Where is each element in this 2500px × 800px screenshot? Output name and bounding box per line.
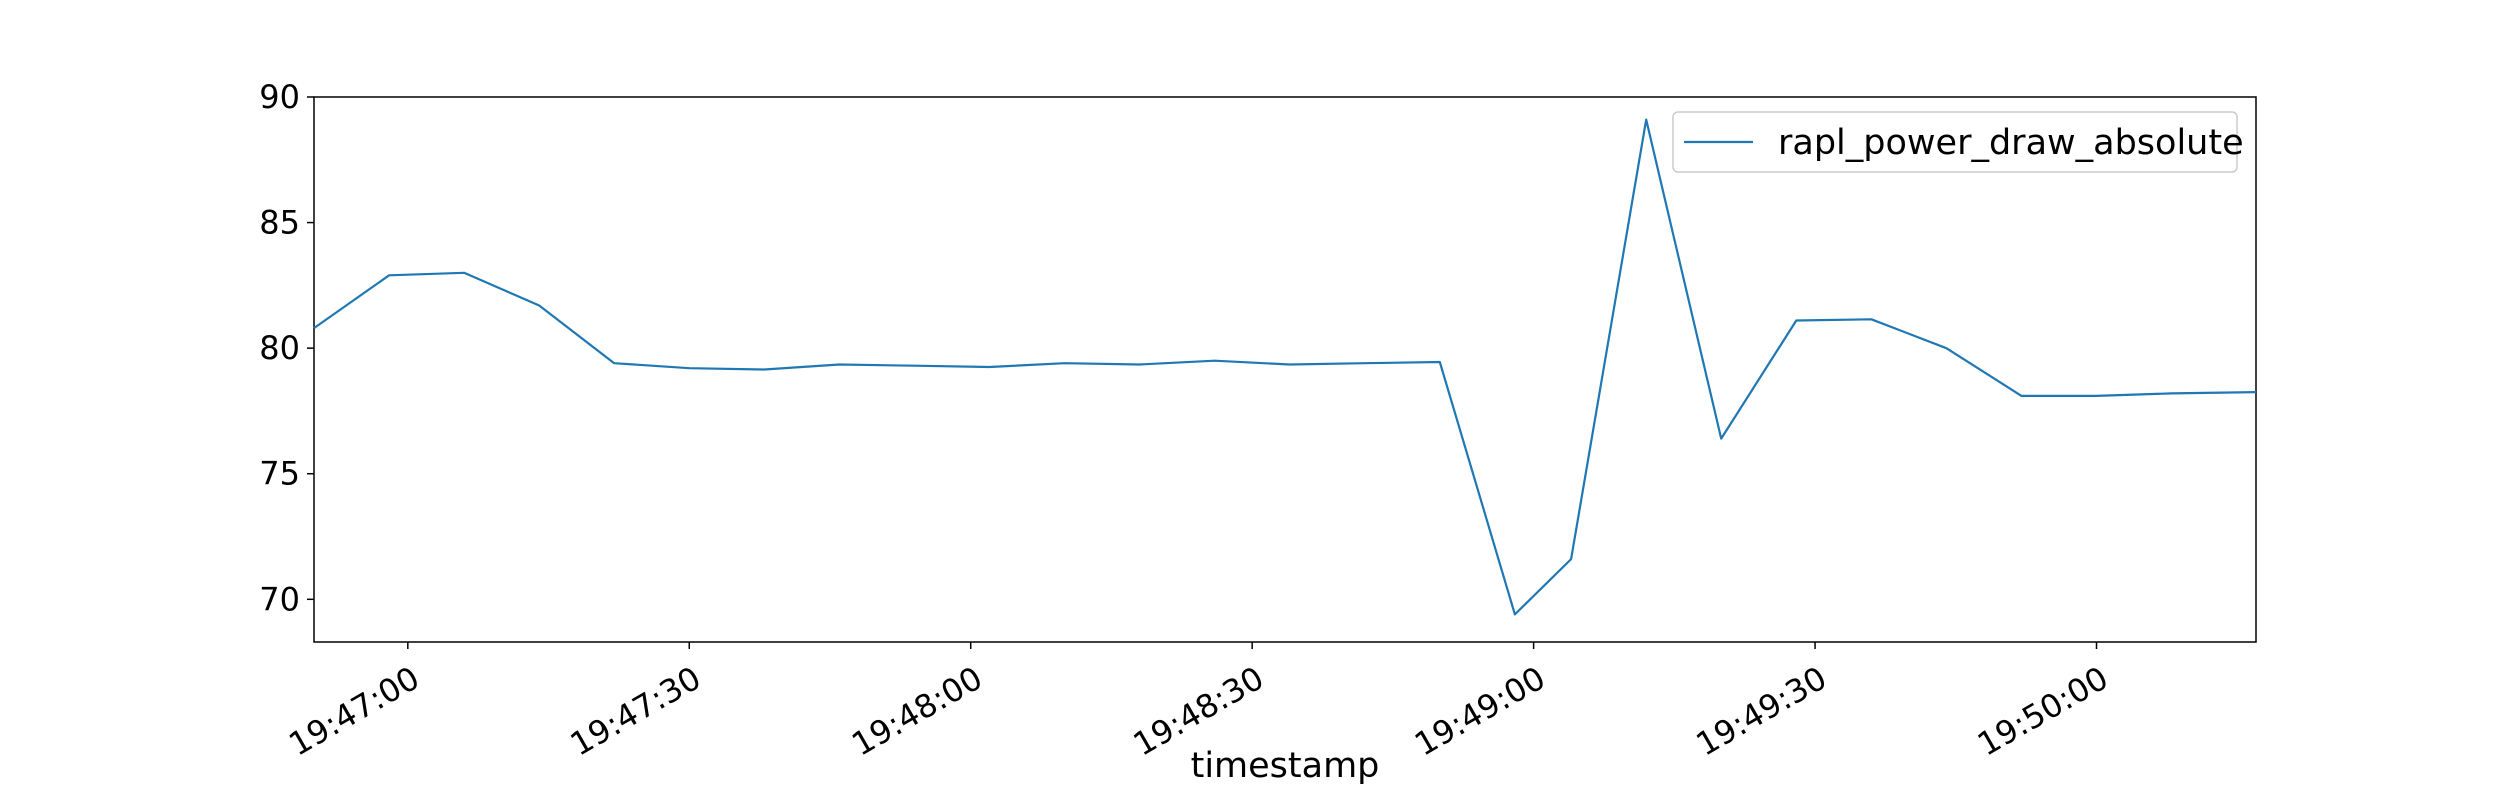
y-tick-label: 75: [259, 455, 300, 493]
y-tick-label: 70: [259, 580, 300, 618]
x-tick-label: 19:50:00: [1971, 659, 2114, 764]
legend: rapl_power_draw_absolute: [1672, 111, 2244, 173]
series-line-0: [313, 118, 2257, 616]
series-layer: [313, 118, 2257, 616]
legend-box: [1672, 111, 2238, 173]
y-tick-label: 85: [259, 204, 300, 242]
x-tick-label: 19:47:00: [282, 659, 425, 764]
x-tick-label: 19:49:30: [1690, 659, 1833, 764]
y-axis: 70 75 80 85 90: [259, 78, 314, 618]
plot-area: [313, 96, 2257, 643]
plot-frame: [313, 96, 2257, 643]
x-tick-label: 19:49:00: [1408, 659, 1551, 764]
x-tick-label: 19:48:00: [845, 659, 988, 764]
y-tick-label: 90: [259, 78, 300, 116]
x-axis-title: timestamp: [1191, 746, 1380, 786]
y-tick-label: 80: [259, 329, 300, 367]
legend-label-rapl-power: rapl_power_draw_absolute: [1778, 123, 2244, 163]
x-tick-label: 19:47:30: [564, 659, 707, 764]
